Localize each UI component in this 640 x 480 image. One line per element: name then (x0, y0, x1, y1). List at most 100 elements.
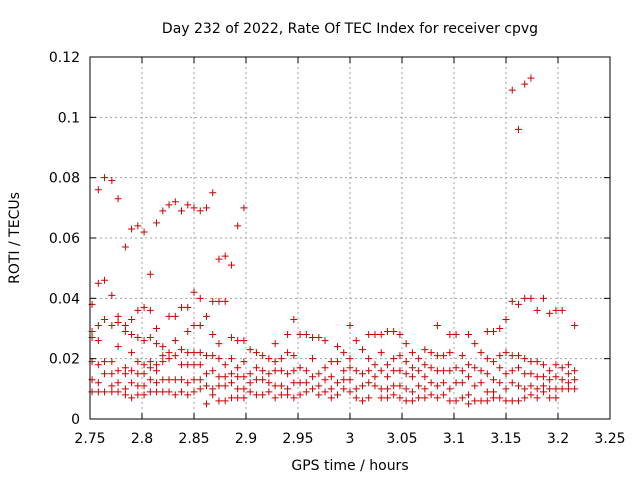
data-point (458, 352, 466, 360)
data-point (558, 376, 566, 384)
data-point (340, 349, 348, 357)
data-point (140, 391, 148, 399)
data-point (114, 379, 122, 387)
data-point (315, 391, 323, 399)
data-point (371, 373, 379, 381)
data-point (452, 379, 460, 387)
data-point (465, 391, 473, 399)
data-point (496, 325, 504, 332)
data-point (396, 394, 404, 402)
data-point (508, 379, 516, 387)
data-point (153, 379, 161, 387)
data-point (215, 297, 223, 305)
data-point (346, 364, 354, 372)
data-point (383, 394, 391, 402)
data-point (140, 337, 148, 345)
data-point (502, 370, 510, 378)
y-tick-label: 0.12 (49, 50, 80, 66)
data-point (246, 346, 254, 354)
data-point (433, 382, 441, 390)
data-point (552, 306, 560, 314)
data-point (159, 207, 167, 215)
data-point (552, 373, 560, 381)
data-point (496, 394, 504, 402)
data-point (309, 373, 317, 381)
data-point (552, 394, 560, 402)
x-tick-labels: 2.75 2.8 2.85 2.9 2.95 3 3.05 3.1 3.15 3.2 3.25 (74, 431, 625, 447)
data-point (452, 364, 460, 372)
data-point (114, 318, 122, 326)
data-point (221, 382, 229, 390)
data-point (159, 343, 167, 351)
data-point (134, 382, 142, 390)
data-point (352, 367, 360, 375)
data-point (327, 394, 335, 402)
data-point (284, 391, 292, 399)
data-point (358, 346, 366, 354)
data-point (296, 364, 304, 372)
data-point (290, 315, 298, 323)
data-point (209, 331, 217, 339)
data-point (128, 367, 136, 375)
data-point (558, 364, 566, 372)
data-point (284, 385, 292, 393)
data-point (440, 352, 448, 360)
data-point (371, 361, 379, 369)
data-point (514, 382, 522, 390)
data-point (365, 355, 373, 363)
data-point (390, 328, 398, 336)
data-point (402, 370, 410, 378)
data-point (153, 367, 161, 375)
data-point (190, 204, 198, 212)
data-point (271, 394, 279, 402)
data-point (346, 321, 354, 329)
data-point (465, 400, 473, 408)
data-point (477, 397, 485, 405)
data-point (539, 388, 547, 396)
data-point (552, 361, 560, 369)
data-point (377, 331, 385, 339)
data-point (146, 270, 154, 278)
y-tick-label: 0 (71, 412, 80, 428)
data-point (165, 355, 173, 363)
data-point (121, 328, 129, 336)
x-tick-label: 2.85 (178, 431, 209, 447)
data-point (371, 382, 379, 390)
data-point (146, 334, 154, 342)
data-point (321, 337, 329, 345)
y-tick-label: 0.1 (58, 110, 80, 126)
data-point (415, 394, 423, 402)
data-point (184, 328, 192, 336)
data-point (234, 394, 242, 402)
data-point (121, 385, 129, 393)
data-point (153, 325, 161, 332)
data-point (196, 376, 204, 384)
data-point (365, 331, 373, 339)
x-tick-label: 2.95 (282, 431, 313, 447)
data-point (94, 388, 102, 396)
data-point (284, 331, 292, 339)
data-point (483, 328, 491, 336)
data-point (421, 385, 429, 393)
data-point (190, 349, 198, 357)
data-point (564, 370, 572, 378)
data-points (88, 74, 579, 408)
x-axis-label: GPS time / hours (291, 458, 408, 474)
data-point (140, 382, 148, 390)
data-point (114, 195, 122, 203)
data-point (184, 361, 192, 369)
data-point (184, 349, 192, 357)
data-point (252, 364, 260, 372)
data-point (252, 391, 260, 399)
data-point (533, 306, 541, 314)
data-point (358, 397, 366, 405)
data-point (465, 373, 473, 381)
data-point (533, 394, 541, 402)
data-point (477, 367, 485, 375)
chart-title: Day 232 of 2022, Rate Of TEC Index for r… (162, 21, 538, 37)
data-point (128, 349, 136, 357)
data-point (446, 385, 454, 393)
data-point (134, 334, 142, 342)
data-point (196, 361, 204, 369)
